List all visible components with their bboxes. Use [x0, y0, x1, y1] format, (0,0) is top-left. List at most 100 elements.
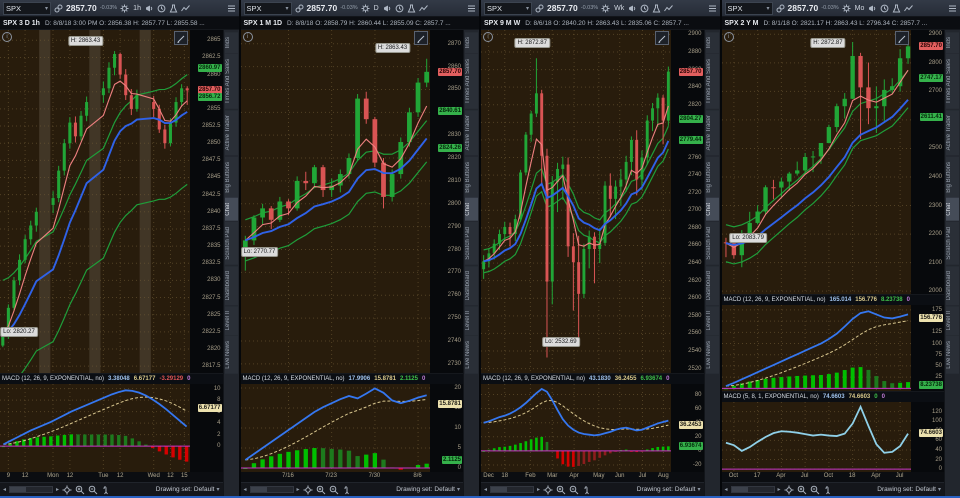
- zoom-out-icon[interactable]: [329, 485, 339, 495]
- megaphone-icon[interactable]: [628, 4, 637, 13]
- flask-icon[interactable]: [169, 4, 178, 13]
- symbol-dropdown[interactable]: SPX ▾: [724, 1, 773, 15]
- menu-icon[interactable]: [227, 4, 236, 13]
- scrollbar-thumb[interactable]: [250, 487, 267, 492]
- gadget-tab-times-and-sales[interactable]: Times And Sales: [946, 54, 959, 110]
- scroll-right-icon[interactable]: ▸: [56, 486, 60, 493]
- gadget-tab-active-trader[interactable]: Active Trader: [946, 110, 959, 156]
- macd-plot-area[interactable]: [481, 384, 671, 472]
- pattern-icon[interactable]: [904, 4, 914, 13]
- gadget-tab-live-news[interactable]: Live News: [465, 336, 478, 374]
- zoom-out-icon[interactable]: [810, 485, 820, 495]
- price-axis[interactable]: 2520 2540 2560 2580 2600 2620 2640 2660 2680 2700…: [670, 30, 704, 373]
- gadget-tab-dashboard[interactable]: Dashboard: [946, 265, 959, 305]
- gear-icon[interactable]: [361, 4, 370, 13]
- gear-icon[interactable]: [842, 4, 851, 13]
- pan-icon[interactable]: [342, 485, 352, 495]
- chart-scrollbar[interactable]: [730, 486, 775, 493]
- scroll-right-icon[interactable]: ▸: [296, 486, 300, 493]
- gadget-tab-times-and-sales[interactable]: Times And Sales: [224, 54, 238, 110]
- symbol-dropdown[interactable]: SPX ▾: [243, 1, 292, 15]
- gadget-tab-times-and-sales[interactable]: Times And Sales: [705, 54, 719, 110]
- time-axis[interactable]: 7/16 7/23 7/30 8/6: [240, 472, 463, 482]
- scroll-left-icon[interactable]: ◂: [3, 486, 7, 493]
- info-icon[interactable]: i: [2, 32, 12, 42]
- macd2-plot-area[interactable]: [721, 402, 911, 472]
- scroll-left-icon[interactable]: ◂: [724, 486, 728, 493]
- gear-icon[interactable]: [601, 4, 610, 13]
- crosshair-icon[interactable]: [303, 485, 313, 495]
- gadget-tab-times-and-sales[interactable]: Times And Sales: [465, 54, 478, 110]
- link-icon[interactable]: [776, 4, 785, 13]
- macd-axis[interactable]: 10864206.67177: [189, 384, 223, 472]
- gadget-tab-big-buttons[interactable]: Big Buttons: [705, 156, 719, 198]
- price-plot-area[interactable]: i H: 2863.43 Lo: 2820.27: [0, 30, 190, 373]
- macd-plot-area[interactable]: [0, 384, 190, 472]
- megaphone-icon[interactable]: [145, 4, 154, 13]
- gadget-tab-big-buttons[interactable]: Big Buttons: [224, 156, 238, 198]
- info-icon[interactable]: i: [723, 32, 734, 42]
- flask-icon[interactable]: [407, 4, 416, 13]
- gadget-tab-active-trader[interactable]: Active Trader: [705, 110, 719, 156]
- zoom-in-icon[interactable]: [556, 485, 566, 495]
- chart-scrollbar[interactable]: [9, 486, 54, 493]
- macd2-axis[interactable]: 12010080604020074.6603: [911, 402, 944, 472]
- clock-icon[interactable]: [880, 4, 889, 13]
- clock-icon[interactable]: [640, 4, 649, 13]
- gadget-tab-scratch-pad[interactable]: Scratch Pad: [946, 221, 959, 265]
- menu-icon[interactable]: [708, 4, 717, 13]
- zoom-out-icon[interactable]: [569, 485, 579, 495]
- gadget-tab-level-ii[interactable]: Level II: [465, 305, 478, 336]
- menu-icon[interactable]: [467, 4, 476, 13]
- flask-icon[interactable]: [652, 4, 661, 13]
- time-axis[interactable]: Dec 18 Feb Mar Apr May Jun Jul Aug: [481, 472, 704, 482]
- gadget-tab-scratch-pad[interactable]: Scratch Pad: [705, 221, 719, 265]
- gadget-tab-chat[interactable]: Chat: [705, 198, 719, 221]
- scroll-left-icon[interactable]: ◂: [484, 486, 488, 493]
- macd-plot-area[interactable]: [721, 305, 911, 391]
- gadget-tab-level-ii[interactable]: Level II: [705, 305, 719, 336]
- link-icon[interactable]: [535, 4, 544, 13]
- price-plot-area[interactable]: i H: 2872.87 Lo: 2532.69: [481, 30, 671, 373]
- gadget-tab-chat[interactable]: Chat: [465, 198, 478, 221]
- scroll-right-icon[interactable]: ▸: [777, 486, 781, 493]
- macd-plot-area[interactable]: [240, 384, 430, 472]
- gadget-tab-level-ii[interactable]: Level II: [946, 305, 959, 336]
- aggregation-label[interactable]: 1h: [133, 4, 141, 12]
- gadget-tab-dashboard[interactable]: Dashboard: [224, 265, 238, 305]
- symbol-dropdown[interactable]: SPX ▾: [484, 1, 532, 15]
- drawing-set-selector[interactable]: Drawing set: Default ▾: [156, 486, 220, 493]
- crosshair-icon[interactable]: [62, 485, 72, 495]
- aggregation-label[interactable]: Wk: [614, 4, 625, 12]
- gadget-tab-inds[interactable]: Inds: [224, 32, 238, 54]
- gadget-tab-dashboard[interactable]: Dashboard: [465, 265, 478, 305]
- drawing-tool-icon[interactable]: [414, 31, 428, 45]
- drawing-set-selector[interactable]: Drawing set: Default ▾: [877, 486, 941, 493]
- gadget-tab-inds[interactable]: Inds: [465, 32, 478, 54]
- chart-scrollbar[interactable]: [249, 486, 294, 493]
- price-axis[interactable]: 2730 2740 2750 2760 2770 2780 2790 2800 2810 2820…: [430, 30, 463, 373]
- aggregation-label[interactable]: Mo: [854, 4, 865, 12]
- clock-icon[interactable]: [157, 4, 166, 13]
- gadget-tab-live-news[interactable]: Live News: [224, 336, 238, 374]
- time-axis[interactable]: Oct 17 Apr Jul Oct 18 Apr Jul: [721, 472, 944, 482]
- drawing-tool-icon[interactable]: [173, 31, 188, 45]
- drawing-set-selector[interactable]: Drawing set: Default ▾: [396, 486, 460, 493]
- scrollbar-thumb[interactable]: [10, 487, 27, 492]
- crosshair-icon[interactable]: [543, 485, 553, 495]
- gadget-tab-active-trader[interactable]: Active Trader: [224, 110, 238, 156]
- scroll-left-icon[interactable]: ◂: [243, 486, 247, 493]
- link-icon[interactable]: [54, 4, 63, 13]
- info-icon[interactable]: i: [242, 32, 253, 42]
- zoom-in-icon[interactable]: [316, 485, 326, 495]
- gadget-tab-chat[interactable]: Chat: [946, 198, 959, 221]
- gear-icon[interactable]: [120, 4, 129, 13]
- price-plot-area[interactable]: i H: 2872.87 Lo: 2083.79: [721, 30, 911, 294]
- scroll-right-icon[interactable]: ▸: [537, 486, 541, 493]
- menu-icon[interactable]: [948, 4, 957, 13]
- zoom-in-icon[interactable]: [75, 485, 85, 495]
- chart-scrollbar[interactable]: [490, 486, 535, 493]
